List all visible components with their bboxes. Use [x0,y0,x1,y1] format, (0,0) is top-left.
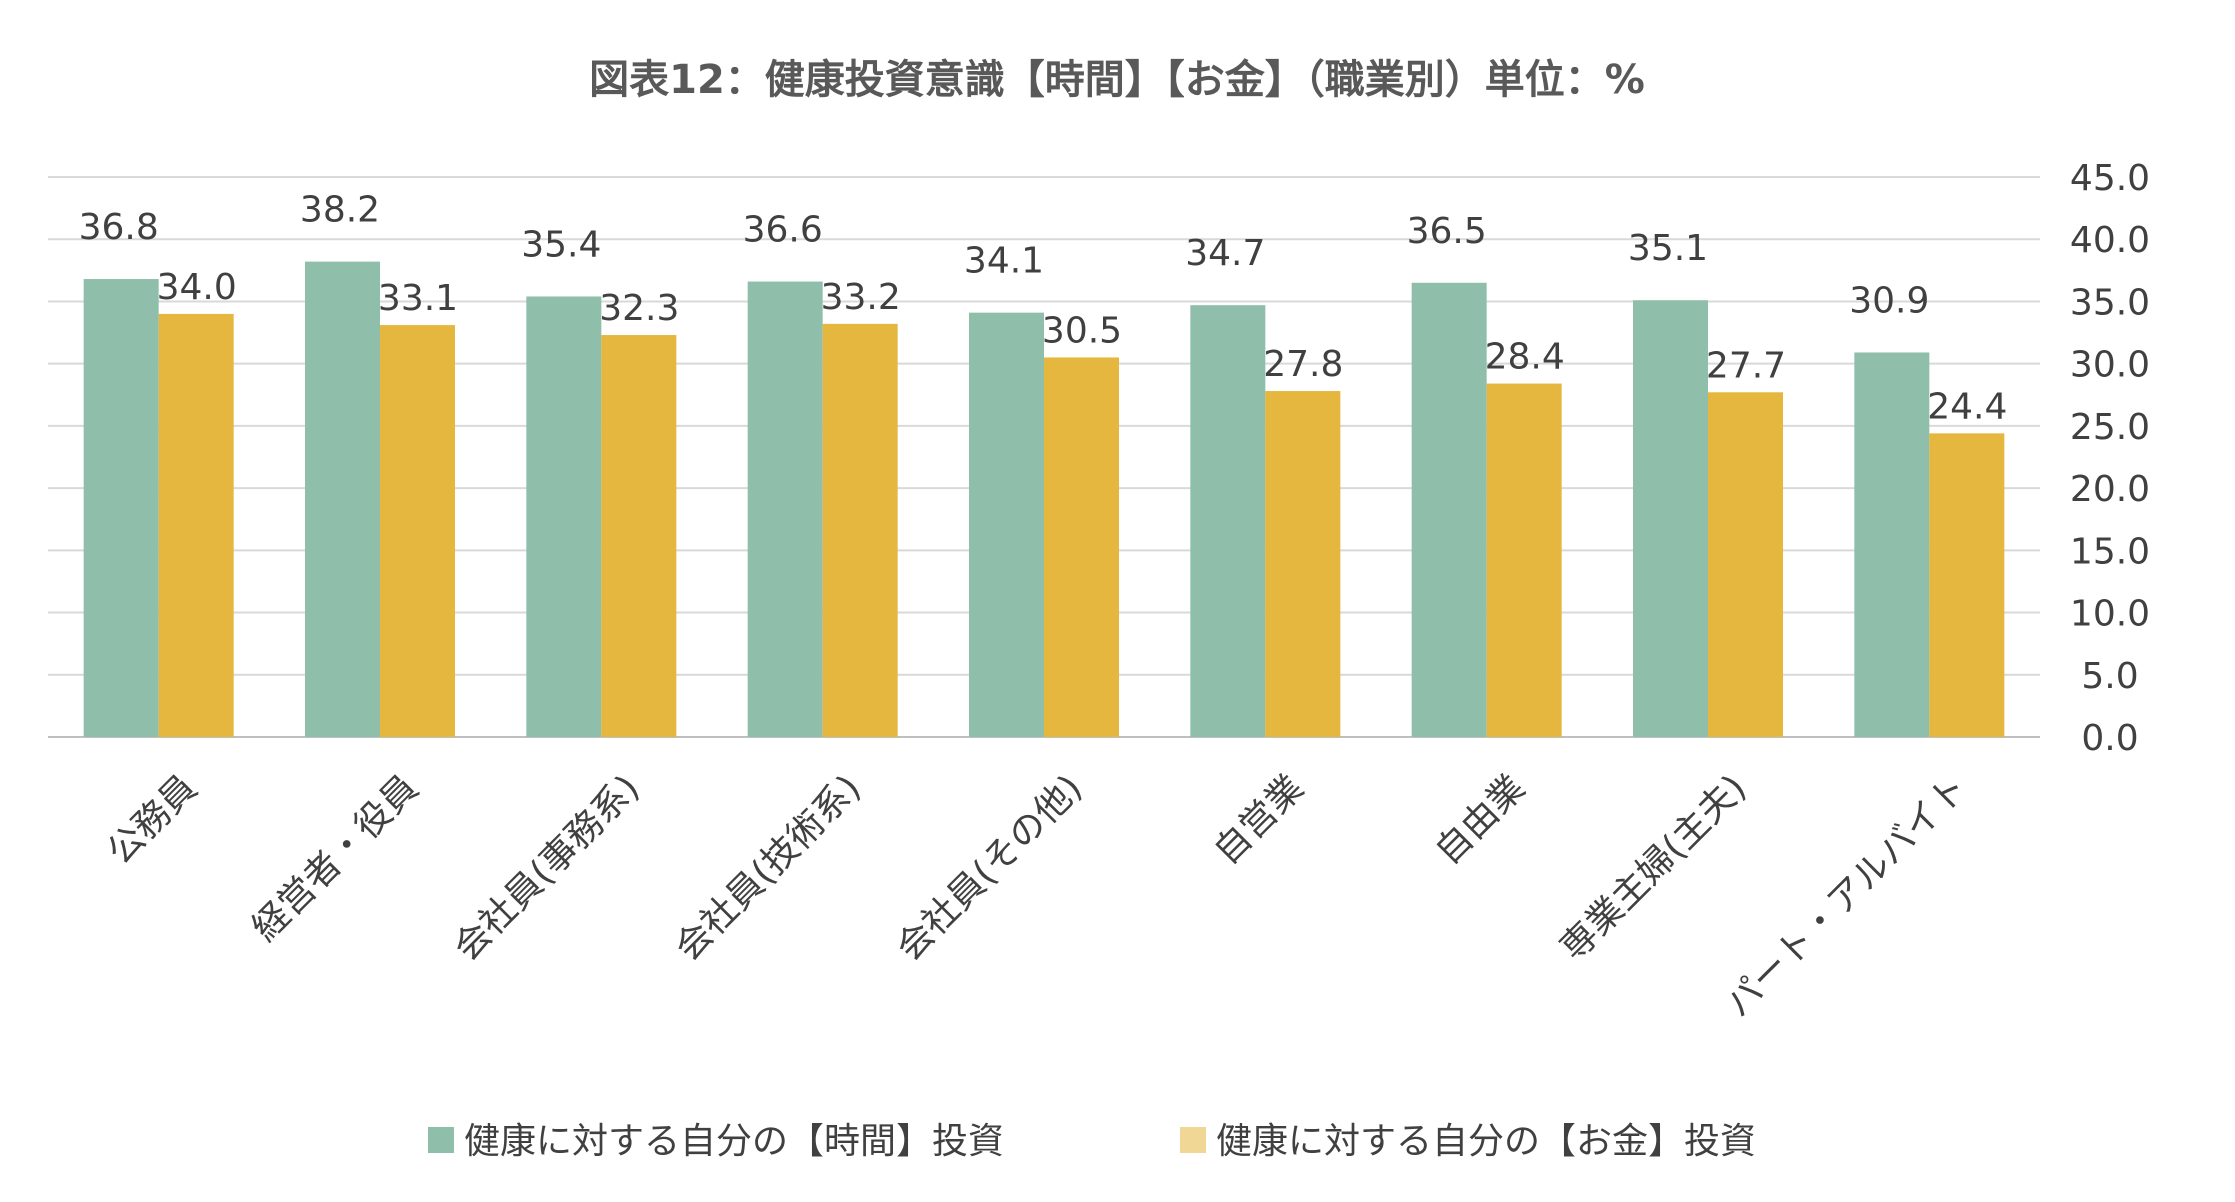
y-tick-label: 40.0 [2070,220,2150,261]
data-label: 34.7 [1185,233,1265,274]
data-label: 30.5 [1042,310,1122,351]
legend: 健康に対する自分の【時間】投資 健康に対する自分の【お金】投資 [428,1121,1756,1162]
bar-money [1486,383,1562,737]
bar-time [305,261,380,737]
data-label: 35.4 [521,224,601,265]
bar-time [526,296,602,737]
data-labels: 36.8 34.0 38.2 33.1 35.4 32.3 36.6 33.2 34.1 30.5… [79,190,2008,428]
data-label: 36.8 [79,207,159,248]
category-label: 公務員 [100,767,205,872]
bar-time [1633,300,1708,737]
data-label: 34.0 [157,267,237,308]
data-label: 33.1 [378,278,458,319]
data-label: 34.1 [964,241,1044,282]
y-axis: 0.0 5.0 10.0 15.0 20.0 25.0 30.0 35.0 40.0 45.0 [2070,158,2150,759]
x-axis: 公務員 経営者・役員 会社員(事務系) 会社員(技術系) 会社員(その他) 自営業 自由業専… [100,767,1976,1025]
y-tick-label: 5.0 [2081,656,2138,697]
legend-item-money: 健康に対する自分の【お金】投資 [1180,1121,1756,1162]
data-label: 35.1 [1628,228,1708,269]
data-label: 24.4 [1927,386,2007,427]
legend-swatch [1180,1127,1206,1153]
bar-money [822,323,898,737]
category-label: パート・アルバイト [1718,767,1976,1025]
data-label: 33.2 [821,277,901,318]
category-label: 会社員(事務系) [446,767,648,969]
y-tick-label: 10.0 [2070,594,2150,635]
y-tick-label: 20.0 [2070,469,2150,510]
data-label: 28.4 [1485,337,1565,378]
bar-time [83,279,159,737]
y-tick-label: 0.0 [2081,718,2138,759]
data-label: 27.8 [1263,344,1343,385]
bar-time [1411,282,1487,737]
bar-money [380,325,455,737]
y-tick-label: 35.0 [2070,282,2150,323]
legend-label: 健康に対する自分の【お金】投資 [1216,1121,1756,1162]
bar-time [1190,305,1266,737]
category-label: 会社員(その他) [889,767,1091,969]
y-tick-label: 45.0 [2070,158,2150,199]
legend-label: 健康に対する自分の【時間】投資 [464,1121,1004,1162]
data-label: 27.7 [1706,345,1786,386]
data-label: 30.9 [1849,280,1929,321]
y-tick-label: 30.0 [2070,345,2150,386]
bar-money [1044,357,1119,737]
bar-money [1929,433,2005,737]
bar-money [158,313,234,737]
bar-money [1708,392,1783,737]
y-tick-label: 15.0 [2070,531,2150,572]
bar-time [1854,352,1930,737]
bars [83,261,2005,737]
bar-time [969,312,1044,737]
bar-money [1265,391,1341,737]
bar-money [601,335,677,737]
data-label: 32.3 [599,288,679,329]
legend-swatch [428,1127,454,1153]
category-label: 経営者・役員 [245,767,427,949]
y-tick-label: 25.0 [2070,407,2150,448]
legend-item-time: 健康に対する自分の【時間】投資 [428,1121,1004,1162]
data-label: 36.5 [1407,211,1487,252]
category-label: 自由業 [1428,767,1533,872]
data-label: 38.2 [300,190,380,231]
data-label: 36.6 [743,210,823,251]
bar-time [747,281,823,737]
category-label: 専業主婦(主夫) [1553,767,1755,969]
category-label: 会社員(技術系) [667,767,869,969]
category-label: 自営業 [1206,767,1311,872]
chart-title: 図表12：健康投資意識【時間】【お金】（職業別）単位：% [589,57,1645,103]
